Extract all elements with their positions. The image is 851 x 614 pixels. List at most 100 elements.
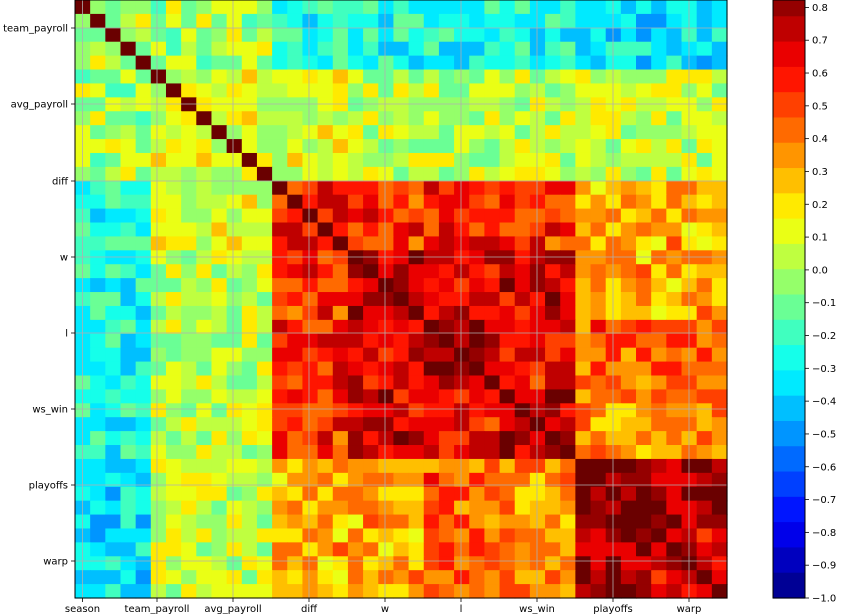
heatmap-cell <box>590 417 607 432</box>
heatmap-cell <box>135 69 152 85</box>
heatmap-cell <box>317 361 334 377</box>
heatmap-cell <box>651 375 667 390</box>
colorbar-segment <box>773 547 805 574</box>
heatmap-cell <box>150 584 167 599</box>
heatmap-cell <box>150 83 167 98</box>
heatmap-cell <box>666 347 683 363</box>
heatmap-cell <box>499 431 516 446</box>
heatmap-cell <box>196 528 213 543</box>
heatmap-cell <box>438 139 455 154</box>
heatmap-cell <box>211 69 228 85</box>
heatmap-cell <box>393 445 410 460</box>
heatmap-cell <box>181 111 197 126</box>
heatmap-cell <box>438 208 455 224</box>
heatmap-cell <box>469 542 485 557</box>
heatmap-cell <box>272 472 288 488</box>
heatmap-cell <box>181 403 197 418</box>
heatmap-cell <box>423 570 440 585</box>
heatmap-cell <box>408 292 425 307</box>
heatmap-cell <box>666 361 683 377</box>
heatmap-cell <box>590 278 607 293</box>
heatmap-cell <box>408 194 425 210</box>
heatmap-cell <box>196 13 213 29</box>
heatmap-cell <box>590 250 607 265</box>
heatmap-cell <box>120 347 137 363</box>
heatmap-cell <box>165 319 182 335</box>
heatmap-cell <box>317 556 334 571</box>
heatmap-cell <box>484 139 501 154</box>
heatmap-cell <box>150 152 167 168</box>
heatmap-cell <box>287 305 304 321</box>
heatmap-cell <box>696 570 713 585</box>
heatmap-cell <box>620 41 637 57</box>
heatmap-cell <box>302 514 319 530</box>
heatmap-cell <box>150 528 167 543</box>
heatmap-cell <box>241 83 258 98</box>
heatmap-cell <box>636 458 652 474</box>
heatmap-cell <box>438 292 455 307</box>
heatmap-cell <box>408 305 425 321</box>
heatmap-cell <box>499 69 516 85</box>
heatmap-cell <box>696 152 713 168</box>
heatmap-cell <box>408 584 425 599</box>
heatmap-cell <box>469 222 485 238</box>
heatmap-cell <box>332 305 349 321</box>
heatmap-cell <box>332 458 349 474</box>
heatmap-cell <box>272 584 288 599</box>
heatmap-cell <box>484 417 501 432</box>
heatmap-cell <box>181 236 197 251</box>
heatmap-cell <box>636 13 652 29</box>
heatmap-cell <box>150 69 167 85</box>
heatmap-cell <box>636 333 652 349</box>
heatmap-cell <box>393 556 410 571</box>
heatmap-cell <box>317 570 334 585</box>
heatmap-cell <box>620 166 637 182</box>
heatmap-cell <box>545 166 561 182</box>
heatmap-cell <box>120 528 137 543</box>
heatmap-cell <box>454 417 470 432</box>
heatmap-cell <box>651 528 667 543</box>
heatmap-cell <box>560 13 576 29</box>
heatmap-cell <box>135 584 152 599</box>
x-tick-label: playoffs <box>593 604 632 614</box>
heatmap-cell <box>256 375 273 390</box>
heatmap-cell <box>636 166 652 182</box>
heatmap-cell <box>636 236 652 251</box>
heatmap-cell <box>196 389 213 404</box>
heatmap-cell <box>272 570 288 585</box>
heatmap-cell <box>711 208 728 224</box>
heatmap-cell <box>590 125 607 140</box>
heatmap-cell <box>605 319 622 335</box>
x-tick-label: team_payroll <box>125 604 190 614</box>
heatmap-cell <box>514 222 531 238</box>
heatmap-cell <box>241 375 258 390</box>
heatmap-cell <box>605 514 622 530</box>
heatmap-cell <box>120 556 137 571</box>
heatmap-cell <box>90 319 106 335</box>
heatmap-cell <box>120 111 137 126</box>
heatmap-cell <box>696 250 713 265</box>
heatmap-cell <box>272 264 288 279</box>
heatmap-cell <box>347 194 364 210</box>
heatmap-cell <box>241 55 258 71</box>
heatmap-cell <box>256 13 273 29</box>
heatmap-cell <box>560 97 576 112</box>
heatmap-cell <box>469 486 485 502</box>
heatmap-cell <box>469 111 485 126</box>
heatmap-cell <box>575 375 592 390</box>
heatmap-cell <box>226 41 243 57</box>
heatmap-cell <box>620 208 637 224</box>
heatmap-cell <box>287 236 304 251</box>
heatmap-cell <box>711 514 728 530</box>
heatmap-cell <box>272 375 288 390</box>
heatmap-cell <box>484 236 501 251</box>
heatmap-cell <box>666 27 683 43</box>
heatmap-cell <box>226 375 243 390</box>
heatmap-cell <box>454 166 470 182</box>
heatmap-cell <box>393 347 410 363</box>
heatmap-cell <box>378 13 395 29</box>
heatmap-cell <box>256 542 273 557</box>
heatmap-cell <box>529 542 546 557</box>
heatmap-cell <box>711 347 728 363</box>
heatmap-cell <box>165 0 182 15</box>
